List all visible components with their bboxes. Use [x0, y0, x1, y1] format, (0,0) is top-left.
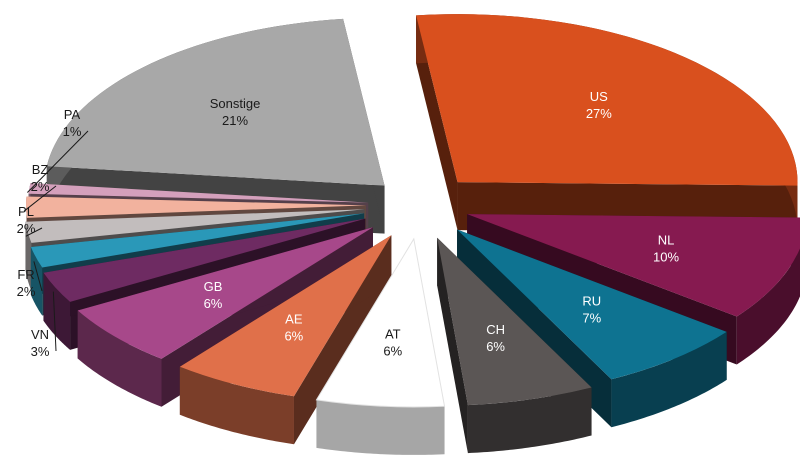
- slice-side-fr: [30, 246, 43, 316]
- slice-value-ru: 7%: [582, 311, 601, 326]
- slice-side-ch: [467, 387, 592, 454]
- slice-value-gb: 6%: [204, 296, 223, 311]
- slice-wall-ch: [437, 237, 468, 454]
- slice-label-at: AT: [385, 327, 401, 342]
- slice-nl: [467, 214, 800, 317]
- slice-value-fr: 2%: [17, 284, 36, 299]
- slice-ch: [437, 237, 592, 406]
- slice-side-vn: [43, 272, 71, 350]
- slice-label-vn: VN: [31, 327, 49, 342]
- slice-side-pl: [25, 221, 32, 291]
- slice-value-sonstige: 21%: [222, 113, 248, 128]
- slice-value-vn: 3%: [31, 344, 50, 359]
- slice-value-pl: 2%: [17, 221, 36, 236]
- slice-wall-us: [416, 15, 458, 231]
- slice-label-nl: NL: [658, 233, 675, 248]
- slice-fr: [30, 213, 365, 268]
- leader-line-bz: [23, 185, 57, 212]
- slice-label-us: US: [590, 89, 608, 104]
- slice-label-sonstige: Sonstige: [210, 96, 261, 111]
- slice-us: [416, 14, 798, 186]
- slice-side-ae: [179, 366, 294, 445]
- slice-bz: [26, 196, 367, 218]
- slice-label-gb: GB: [204, 279, 223, 294]
- leader-line-pa: [27, 130, 89, 193]
- slice-pa: [28, 183, 369, 203]
- slice-label-ru: RU: [582, 294, 601, 309]
- slice-side-at: [316, 399, 445, 455]
- slice-ae: [179, 235, 392, 397]
- slice-tops: [25, 14, 800, 408]
- slice-label-ch: CH: [486, 322, 505, 337]
- slice-ru: [457, 229, 727, 380]
- slice-value-ch: 6%: [486, 339, 505, 354]
- slice-label-pa: PA: [64, 107, 81, 122]
- slice-label-fr: FR: [17, 267, 34, 282]
- leader-line-fr: [33, 261, 43, 292]
- slice-sonstige: [46, 18, 385, 186]
- slice-side-gb: [77, 310, 162, 407]
- slice-label-bz: BZ: [32, 162, 49, 177]
- leader-line-vn: [52, 291, 57, 352]
- slice-vn: [43, 218, 366, 302]
- slice-label-pl: PL: [18, 204, 34, 219]
- slice-value-us: 27%: [586, 106, 612, 121]
- slice-value-nl: 10%: [653, 250, 679, 265]
- slice-labels: US 27% NL 10% RU 7% CH 6% AT 6% AE 6% GB 6% VN 3% FR 2% PL…: [17, 89, 680, 359]
- slice-pl: [25, 209, 365, 243]
- slice-at: [315, 237, 446, 408]
- leader-lines: [23, 130, 89, 352]
- slice-value-bz: 2%: [31, 179, 50, 194]
- slice-label-ae: AE: [285, 312, 303, 327]
- slice-side-nl: [736, 248, 800, 365]
- leader-line-pl: [25, 227, 43, 237]
- slice-gb: [77, 227, 373, 359]
- slice-value-at: 6%: [383, 344, 402, 359]
- slice-value-pa: 1%: [63, 124, 82, 139]
- slice-wall-vn: [43, 218, 366, 321]
- slice-side-ru: [611, 331, 727, 428]
- slice-value-ae: 6%: [284, 329, 303, 344]
